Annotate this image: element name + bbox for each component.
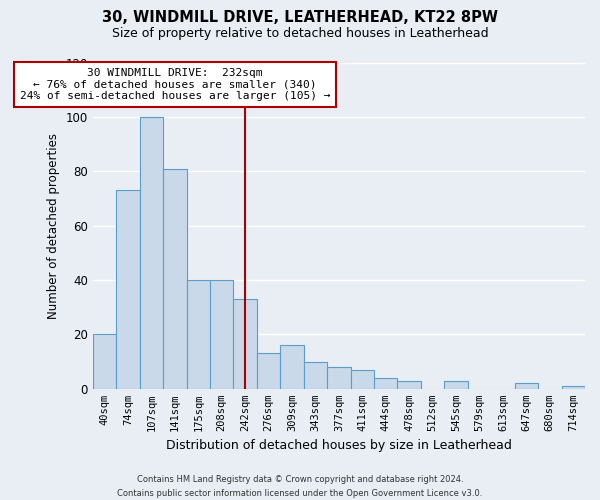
Text: Size of property relative to detached houses in Leatherhead: Size of property relative to detached ho… bbox=[112, 28, 488, 40]
Bar bbox=[350, 370, 374, 389]
Bar bbox=[397, 380, 421, 389]
Bar bbox=[116, 190, 140, 389]
Bar bbox=[374, 378, 397, 389]
X-axis label: Distribution of detached houses by size in Leatherhead: Distribution of detached houses by size … bbox=[166, 440, 512, 452]
Bar bbox=[140, 117, 163, 389]
Bar bbox=[304, 362, 327, 389]
Bar bbox=[445, 380, 468, 389]
Text: 30 WINDMILL DRIVE:  232sqm
← 76% of detached houses are smaller (340)
24% of sem: 30 WINDMILL DRIVE: 232sqm ← 76% of detac… bbox=[20, 68, 330, 101]
Y-axis label: Number of detached properties: Number of detached properties bbox=[47, 132, 60, 318]
Text: 30, WINDMILL DRIVE, LEATHERHEAD, KT22 8PW: 30, WINDMILL DRIVE, LEATHERHEAD, KT22 8P… bbox=[102, 10, 498, 25]
Bar bbox=[233, 299, 257, 389]
Bar bbox=[562, 386, 585, 389]
Bar bbox=[93, 334, 116, 389]
Bar bbox=[515, 384, 538, 389]
Bar bbox=[280, 346, 304, 389]
Text: Contains HM Land Registry data © Crown copyright and database right 2024.
Contai: Contains HM Land Registry data © Crown c… bbox=[118, 476, 482, 498]
Bar bbox=[210, 280, 233, 389]
Bar bbox=[163, 168, 187, 389]
Bar bbox=[257, 354, 280, 389]
Bar bbox=[187, 280, 210, 389]
Bar bbox=[327, 367, 350, 389]
